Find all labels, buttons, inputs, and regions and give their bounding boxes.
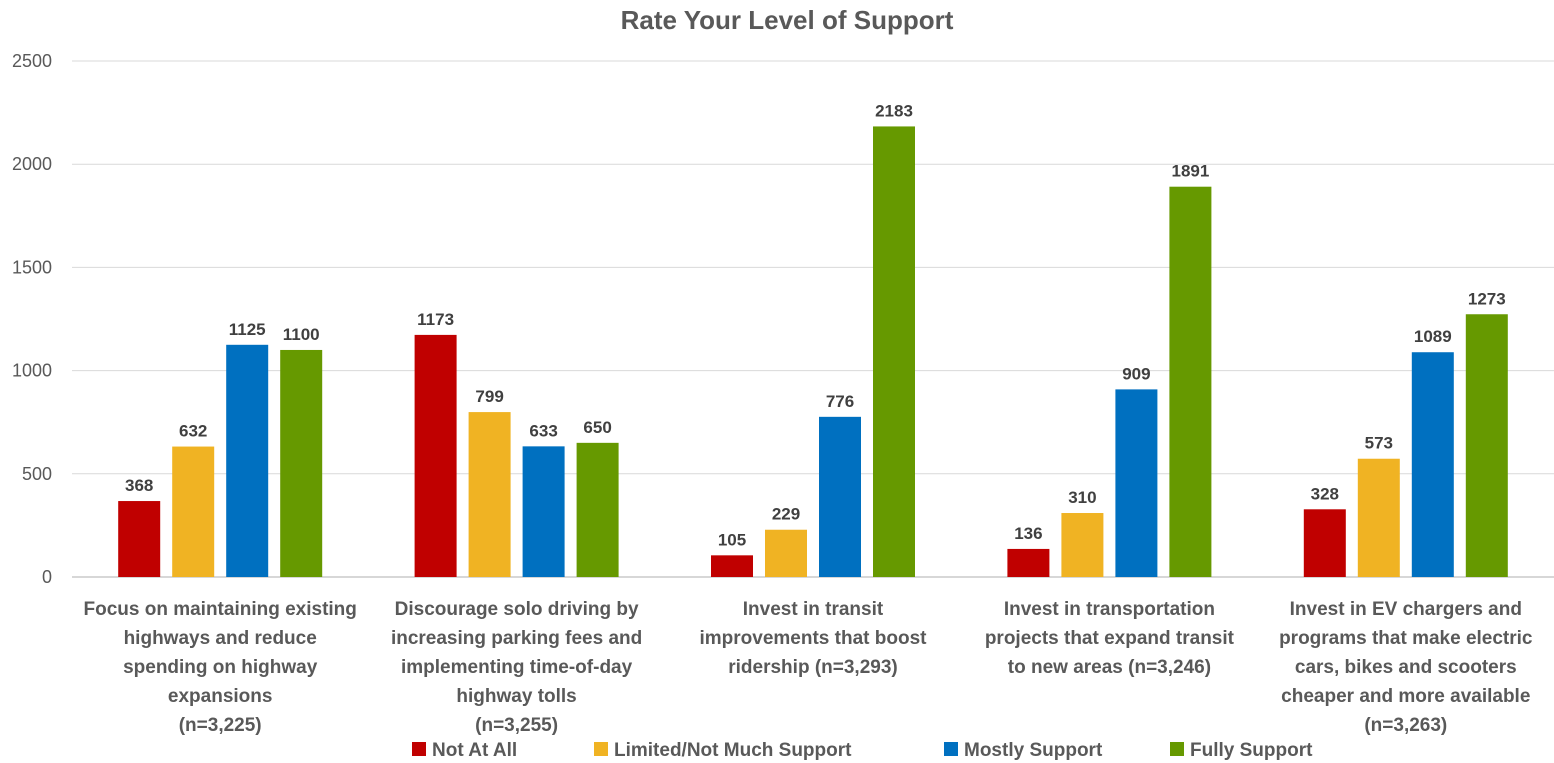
bar — [1169, 186, 1212, 577]
legend-label: Fully Support — [1190, 740, 1313, 761]
category-label: Discourage solo driving by increasing par… — [391, 599, 642, 736]
bar — [1411, 352, 1454, 577]
data-label: 799 — [475, 387, 503, 406]
bar — [172, 446, 215, 577]
category-label-line: projects that expand transit — [985, 628, 1235, 649]
legend-label: Limited/Not Much Support — [614, 740, 852, 761]
bar — [576, 442, 619, 577]
bar — [819, 416, 861, 577]
legend-label: Mostly Support — [964, 740, 1103, 761]
data-label: 105 — [718, 530, 746, 549]
y-tick-label: 1500 — [12, 257, 52, 277]
y-tick-label: 0 — [42, 567, 52, 587]
data-label: 368 — [125, 476, 153, 495]
category-label-line: (n=3,255) — [475, 715, 558, 736]
data-label: 1173 — [417, 310, 454, 329]
bar — [1061, 513, 1104, 577]
data-label: 2183 — [875, 101, 913, 120]
category-label-line: Invest in transit — [743, 599, 884, 620]
data-label: 328 — [1311, 484, 1339, 503]
data-label: 1125 — [229, 320, 266, 339]
y-tick-label: 2000 — [12, 154, 52, 174]
bar — [765, 529, 807, 577]
bar — [873, 126, 915, 577]
category-label: Invest in transportation projects that ex… — [985, 599, 1235, 678]
data-label: 573 — [1365, 434, 1393, 453]
category-label-line: ridership (n=3,293) — [728, 657, 897, 678]
category-label-line: to new areas (n=3,246) — [1008, 657, 1211, 678]
data-label: 1089 — [1414, 327, 1452, 346]
data-label: 136 — [1014, 524, 1042, 543]
bar — [226, 344, 269, 577]
y-tick-label: 500 — [22, 464, 52, 484]
data-label: 1891 — [1171, 162, 1209, 181]
bar — [1303, 509, 1346, 577]
category-label-line: Invest in transportation — [1004, 599, 1215, 620]
bar — [1357, 458, 1400, 577]
data-label: 1273 — [1468, 289, 1506, 308]
chart-title: Rate Your Level of Support — [621, 5, 954, 35]
data-label: 1100 — [283, 325, 320, 344]
category-label-line: Focus on maintaining existing — [83, 599, 356, 620]
y-tick-label: 1000 — [12, 361, 52, 381]
bar — [414, 334, 457, 577]
category-label-line: programs that make electric — [1279, 628, 1533, 649]
data-label: 229 — [772, 505, 800, 524]
category-label-line: Invest in EV chargers and — [1290, 599, 1522, 620]
legend-swatch — [1170, 742, 1184, 756]
category-label: Invest in EV chargers and programs that m… — [1279, 599, 1533, 736]
y-tick-label: 2500 — [12, 51, 52, 71]
category-label-line: increasing parking fees and — [391, 628, 642, 649]
category-label-line: spending on highway — [123, 657, 318, 678]
data-label: 310 — [1068, 488, 1096, 507]
category-label-line: (n=3,263) — [1364, 715, 1447, 736]
category-labels: Focus on maintaining existing highways an… — [83, 599, 1532, 736]
bars — [118, 126, 1508, 577]
bar — [118, 501, 161, 577]
category-label-line: highways and reduce — [124, 628, 317, 649]
data-label: 650 — [583, 418, 611, 437]
y-axis-ticks: 0 500 1000 1500 2000 2500 — [12, 51, 52, 587]
category-label: Invest in transit improvements that boost… — [700, 599, 928, 678]
bar — [468, 412, 511, 577]
legend-swatch — [412, 742, 426, 756]
category-label-line: cars, bikes and scooters — [1295, 657, 1517, 678]
category-label-line: (n=3,225) — [179, 715, 262, 736]
legend: Not At All Limited/Not Much Support Mostly… — [412, 740, 1313, 761]
bar — [711, 555, 753, 577]
legend-swatch — [944, 742, 958, 756]
category-label-line: highway tolls — [456, 686, 576, 707]
bar — [280, 349, 323, 577]
bar — [1465, 314, 1508, 577]
bar — [522, 446, 565, 577]
category-label-line: Discourage solo driving by — [395, 599, 639, 620]
category-label-line: improvements that boost — [700, 628, 928, 649]
data-label: 632 — [179, 422, 207, 441]
legend-swatch — [594, 742, 608, 756]
category-label: Focus on maintaining existing highways an… — [83, 599, 356, 736]
data-label: 909 — [1122, 364, 1150, 383]
data-labels: 368 1173 105 136 328 632 799 229 310 573 1125 633 77… — [125, 101, 1506, 549]
bar — [1115, 389, 1158, 577]
category-label-line: cheaper and more available — [1281, 686, 1530, 707]
bar — [1007, 548, 1050, 577]
data-label: 776 — [826, 392, 854, 411]
data-label: 633 — [529, 421, 557, 440]
category-label-line: implementing time-of-day — [401, 657, 633, 678]
legend-label: Not At All — [432, 740, 517, 761]
category-label-line: expansions — [168, 686, 273, 707]
